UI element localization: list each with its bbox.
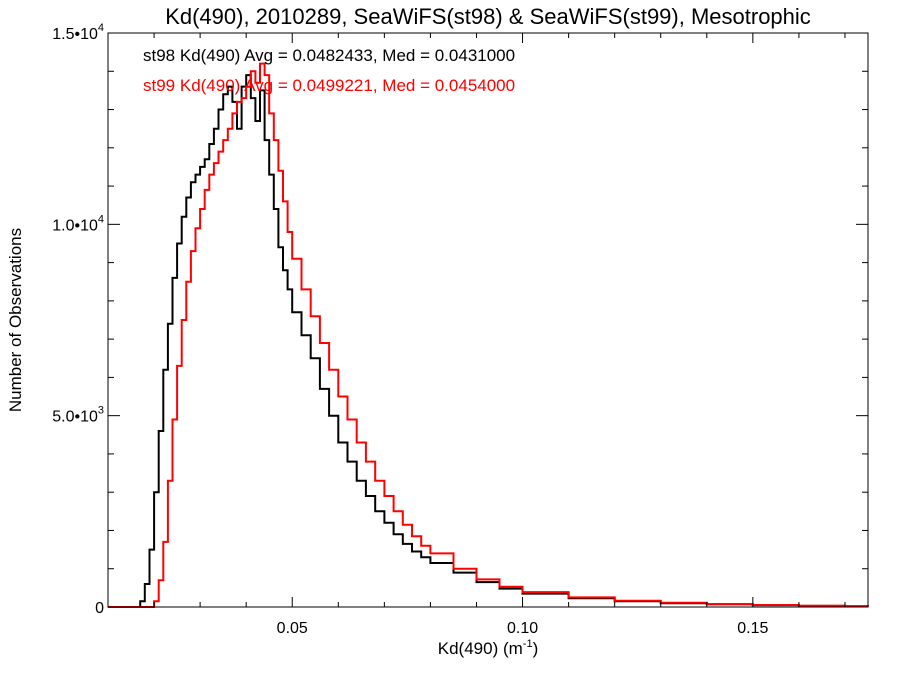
series-line-st98 [108, 74, 869, 608]
x-axis-label-unit-exponent: -1 [523, 638, 533, 650]
x-axis-label-text: Kd(490) (m [438, 639, 523, 658]
series-line-st99 [108, 62, 869, 608]
plot-frame [107, 32, 869, 608]
x-tick-label: 0.15 [737, 620, 768, 637]
x-axis-label: Kd(490) (m-1) [438, 638, 538, 658]
legend-entry-st98: st98 Kd(490) Avg = 0.0482433, Med = 0.04… [143, 46, 515, 65]
y-tick-label: 1.0•104 [52, 213, 104, 234]
ticks-group: 0.05 0.10 0.15 0 5.0•103 1.0•104 1.5•104 [52, 22, 868, 637]
x-axis-label-end: ) [533, 639, 539, 658]
x-tick-label: 0.10 [507, 620, 538, 637]
series-group [108, 62, 869, 608]
legend-entry-st99: st99 Kd(490) Avg = 0.0499221, Med = 0.04… [143, 76, 515, 95]
y-axis-label: Number of Observations [6, 228, 25, 412]
y-tick-label: 1.5•104 [52, 22, 104, 43]
x-tick-label: 0.05 [277, 620, 308, 637]
chart-title: Kd(490), 2010289, SeaWiFS(st98) & SeaWiF… [165, 4, 811, 29]
y-tick-label: 5.0•103 [52, 405, 104, 426]
legend: st98 Kd(490) Avg = 0.0482433, Med = 0.04… [143, 46, 515, 95]
y-tick-label: 0 [95, 600, 104, 617]
